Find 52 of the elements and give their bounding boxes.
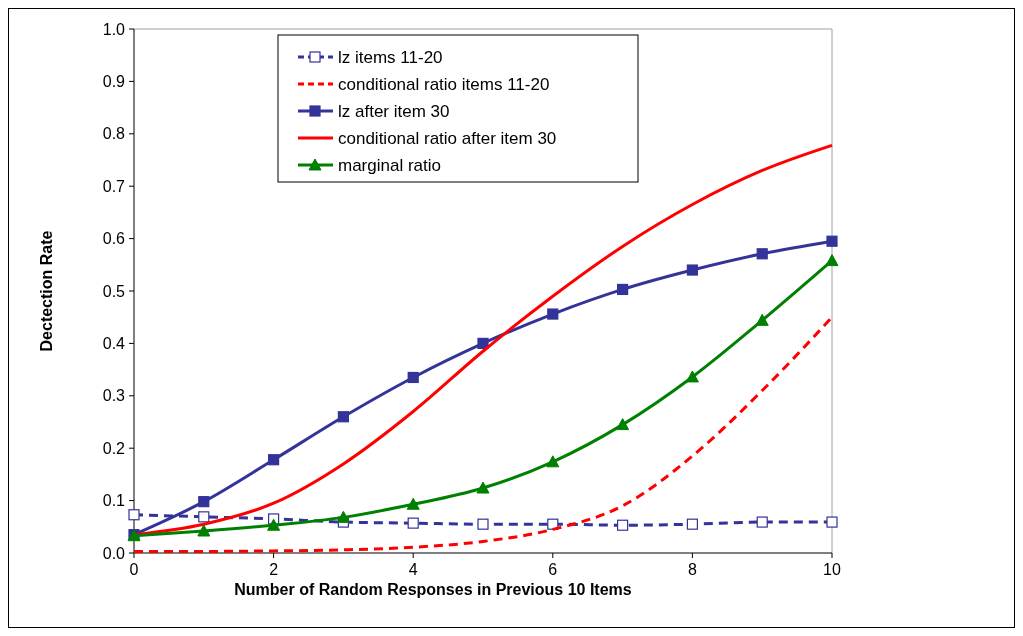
legend-label: lz after item 30 xyxy=(338,101,450,121)
point xyxy=(546,455,560,468)
y-tick-label: 0.7 xyxy=(102,177,126,195)
y-tick-label: 0.5 xyxy=(102,282,126,300)
x-tick-label: 0 xyxy=(129,561,139,578)
point xyxy=(547,308,559,320)
legend-label: conditional ratio after item 30 xyxy=(338,128,557,148)
point xyxy=(337,411,349,423)
legend-label: conditional ratio items 11-20 xyxy=(338,74,550,94)
point xyxy=(616,418,630,431)
point xyxy=(477,518,489,530)
point xyxy=(477,337,489,349)
y-tick-label: 0.1 xyxy=(102,492,126,510)
y-tick-label: 0.4 xyxy=(102,335,126,352)
point xyxy=(476,481,490,494)
y-tick-label: 0.8 xyxy=(102,125,126,143)
point xyxy=(406,497,420,510)
point xyxy=(686,264,698,276)
point xyxy=(407,517,419,529)
point xyxy=(197,524,211,537)
point xyxy=(268,454,280,466)
x-tick-label: 10 xyxy=(823,561,841,578)
legend-label: lz items 11-20 xyxy=(338,47,443,67)
point xyxy=(686,518,698,530)
point xyxy=(826,235,838,247)
point xyxy=(826,516,838,528)
point xyxy=(198,496,210,508)
point xyxy=(756,516,768,528)
point xyxy=(825,254,839,267)
x-axis-title: Number of Random Responses in Previous 10 Items xyxy=(234,581,632,598)
legend-label: marginal ratio xyxy=(338,155,441,175)
x-tick-label: 8 xyxy=(687,561,697,578)
y-tick-label: 0.0 xyxy=(102,544,126,562)
point xyxy=(756,248,768,260)
point xyxy=(617,519,629,531)
y-axis-title: Dectection Rate xyxy=(38,230,55,352)
point xyxy=(685,370,699,383)
y-tick-label: 0.9 xyxy=(102,73,126,90)
point xyxy=(267,518,281,531)
point xyxy=(198,511,210,523)
y-tick-label: 0.3 xyxy=(102,387,126,405)
x-tick-label: 2 xyxy=(269,561,279,578)
point xyxy=(617,283,629,296)
y-tick-label: 0.2 xyxy=(102,439,126,457)
point xyxy=(128,509,140,521)
point xyxy=(336,510,350,523)
point xyxy=(755,313,769,326)
x-tick-label: 6 xyxy=(548,561,558,578)
x-tick-label: 4 xyxy=(408,561,418,578)
point xyxy=(407,371,419,384)
y-tick-label: 1.0 xyxy=(102,20,126,38)
y-tick-label: 0.6 xyxy=(102,230,126,248)
